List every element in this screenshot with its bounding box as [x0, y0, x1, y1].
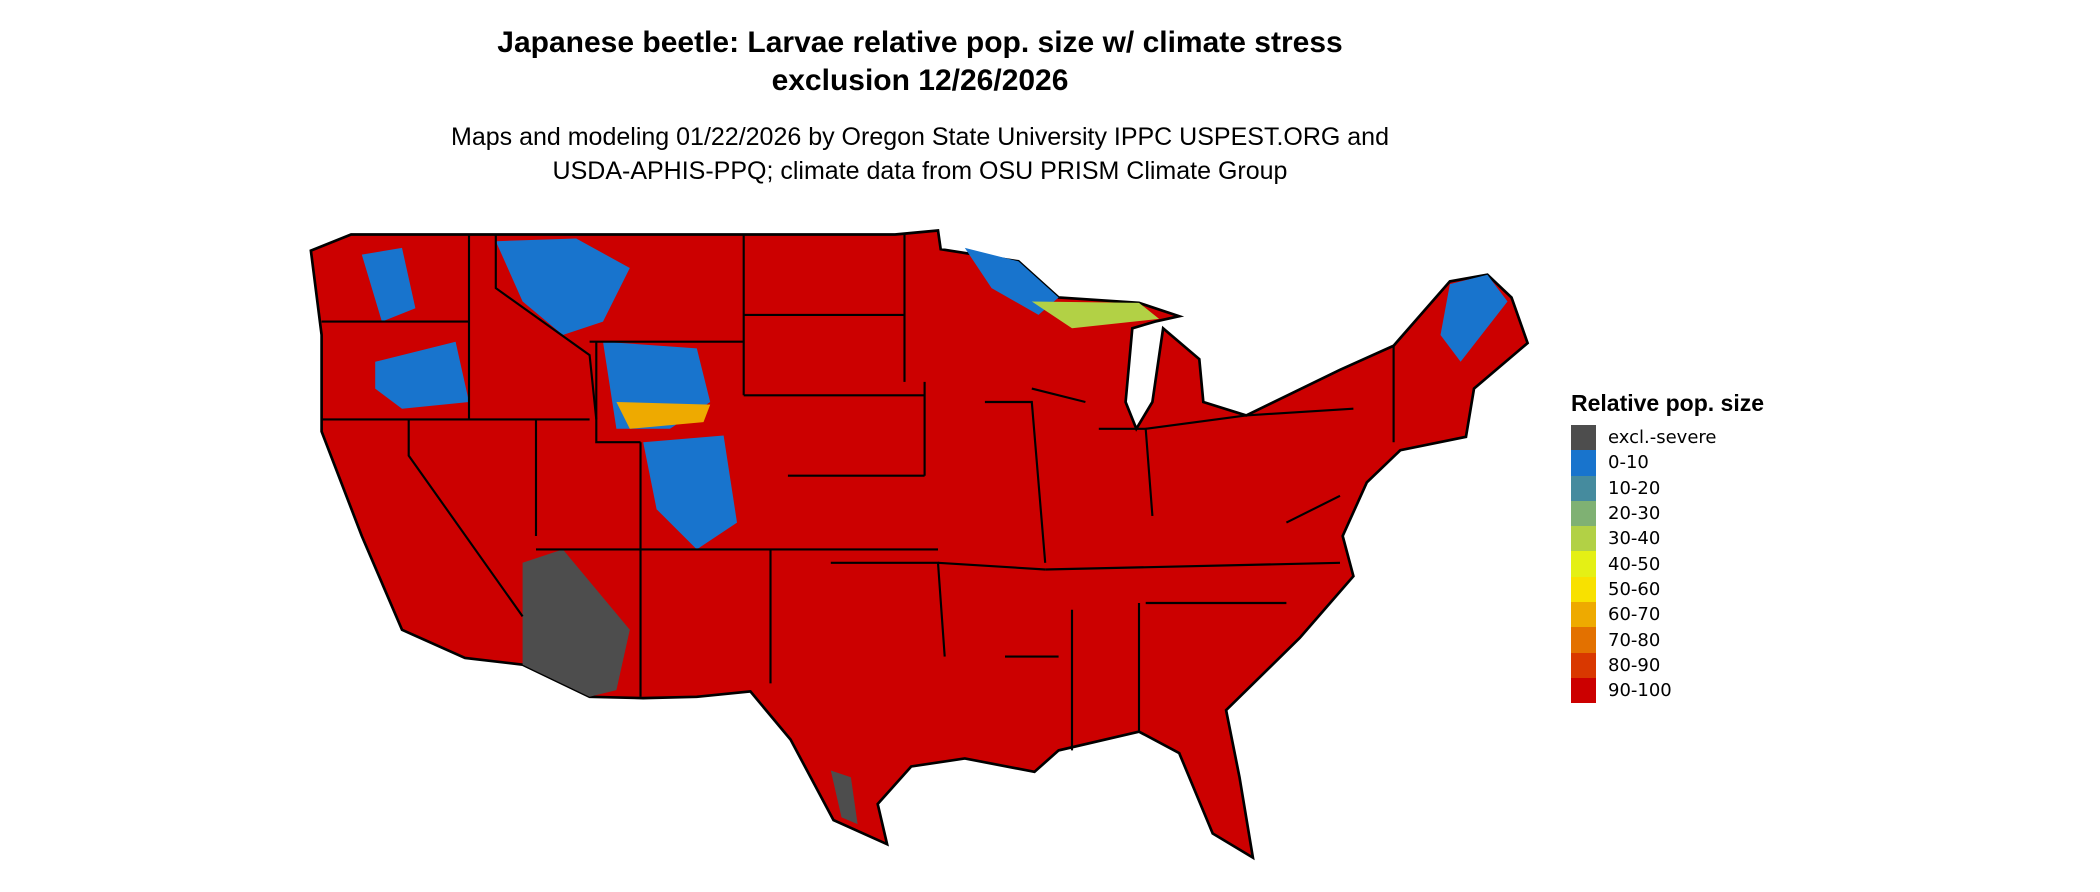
patch-0-10: [361, 247, 416, 322]
legend-item: excl.-severe: [1571, 425, 1764, 451]
legend-title: Relative pop. size: [1571, 390, 1765, 416]
legend-item: 40-50: [1571, 551, 1764, 577]
legend-item: 80-90: [1571, 652, 1764, 678]
map-title-line1: Japanese beetle: Larvae relative pop. si…: [497, 26, 1343, 59]
state-border: [984, 400, 1047, 563]
state-border: [830, 561, 946, 657]
climate-class-patches: [361, 238, 1508, 825]
patch-excl-severe: [522, 549, 630, 697]
legend-item: 70-80: [1571, 627, 1764, 653]
legend-swatch: [1571, 677, 1596, 704]
legend-item: 20-30: [1571, 500, 1764, 527]
legend-swatch: [1571, 475, 1596, 501]
legend-label: 60-70: [1608, 604, 1661, 626]
legend-swatch: [1571, 602, 1596, 628]
map-subtitle-line1: Maps and modeling 01/22/2026 by Oregon S…: [451, 123, 1389, 151]
legend-item: 60-70: [1571, 602, 1764, 628]
patch-0-10: [964, 247, 1059, 315]
legend-label: 80-90: [1608, 654, 1661, 676]
patch-0-10: [375, 341, 469, 409]
patch-60-70: [616, 402, 711, 429]
map-subtitle: Maps and modeling 01/22/2026 by Oregon S…: [320, 120, 1520, 188]
state-border: [595, 341, 641, 444]
state-border: [1031, 387, 1086, 404]
state-border: [1285, 494, 1341, 524]
patch-0-10: [1440, 274, 1508, 362]
state-border: [407, 419, 524, 618]
legend-label: 10-20: [1608, 477, 1661, 499]
legend-label: 90-100: [1608, 680, 1672, 702]
legend-label: 40-50: [1608, 553, 1661, 575]
legend-swatch: [1571, 526, 1596, 552]
legend-swatch: [1571, 450, 1596, 476]
legend-item: 50-60: [1571, 576, 1764, 603]
patch-0-10: [495, 238, 630, 335]
legend-label: 30-40: [1608, 528, 1661, 550]
legend-label: 0-10: [1608, 452, 1649, 474]
map-title: Japanese beetle: Larvae relative pop. si…: [320, 24, 1520, 100]
state-border: [1145, 414, 1247, 430]
legend-item: 0-10: [1571, 450, 1764, 476]
legend-label: excl.-severe: [1608, 427, 1717, 449]
legend-swatch: [1571, 425, 1596, 451]
patch-excl-severe: [830, 770, 858, 825]
legend-label: 70-80: [1608, 629, 1661, 651]
legend-item: 90-100: [1571, 677, 1764, 704]
state-border: [494, 234, 598, 420]
legend-swatch: [1571, 652, 1596, 678]
map-subtitle-line2: USDA-APHIS-PPQ; climate data from OSU PR…: [552, 157, 1288, 185]
legend-label: 50-60: [1608, 578, 1661, 600]
legend-swatch: [1571, 627, 1596, 653]
state-border: [937, 561, 1046, 571]
patch-0-10: [643, 435, 737, 550]
state-borders: [321, 234, 1395, 751]
state-border: [1045, 561, 1341, 571]
legend: Relative pop. size excl.-severe 0-10 10-20…: [1571, 390, 1765, 704]
legend-item: 10-20: [1571, 475, 1764, 501]
legend-swatch: [1571, 576, 1596, 603]
legend-item: 30-40: [1571, 526, 1764, 552]
legend-swatch: [1571, 551, 1596, 577]
map-title-line2: exclusion 12/26/2026: [771, 64, 1069, 97]
state-border: [1246, 407, 1354, 417]
legend-swatch: [1571, 500, 1596, 527]
us-outline: [309, 229, 1530, 861]
patch-30-40: [1031, 301, 1160, 329]
legend-label: 20-30: [1608, 503, 1661, 525]
